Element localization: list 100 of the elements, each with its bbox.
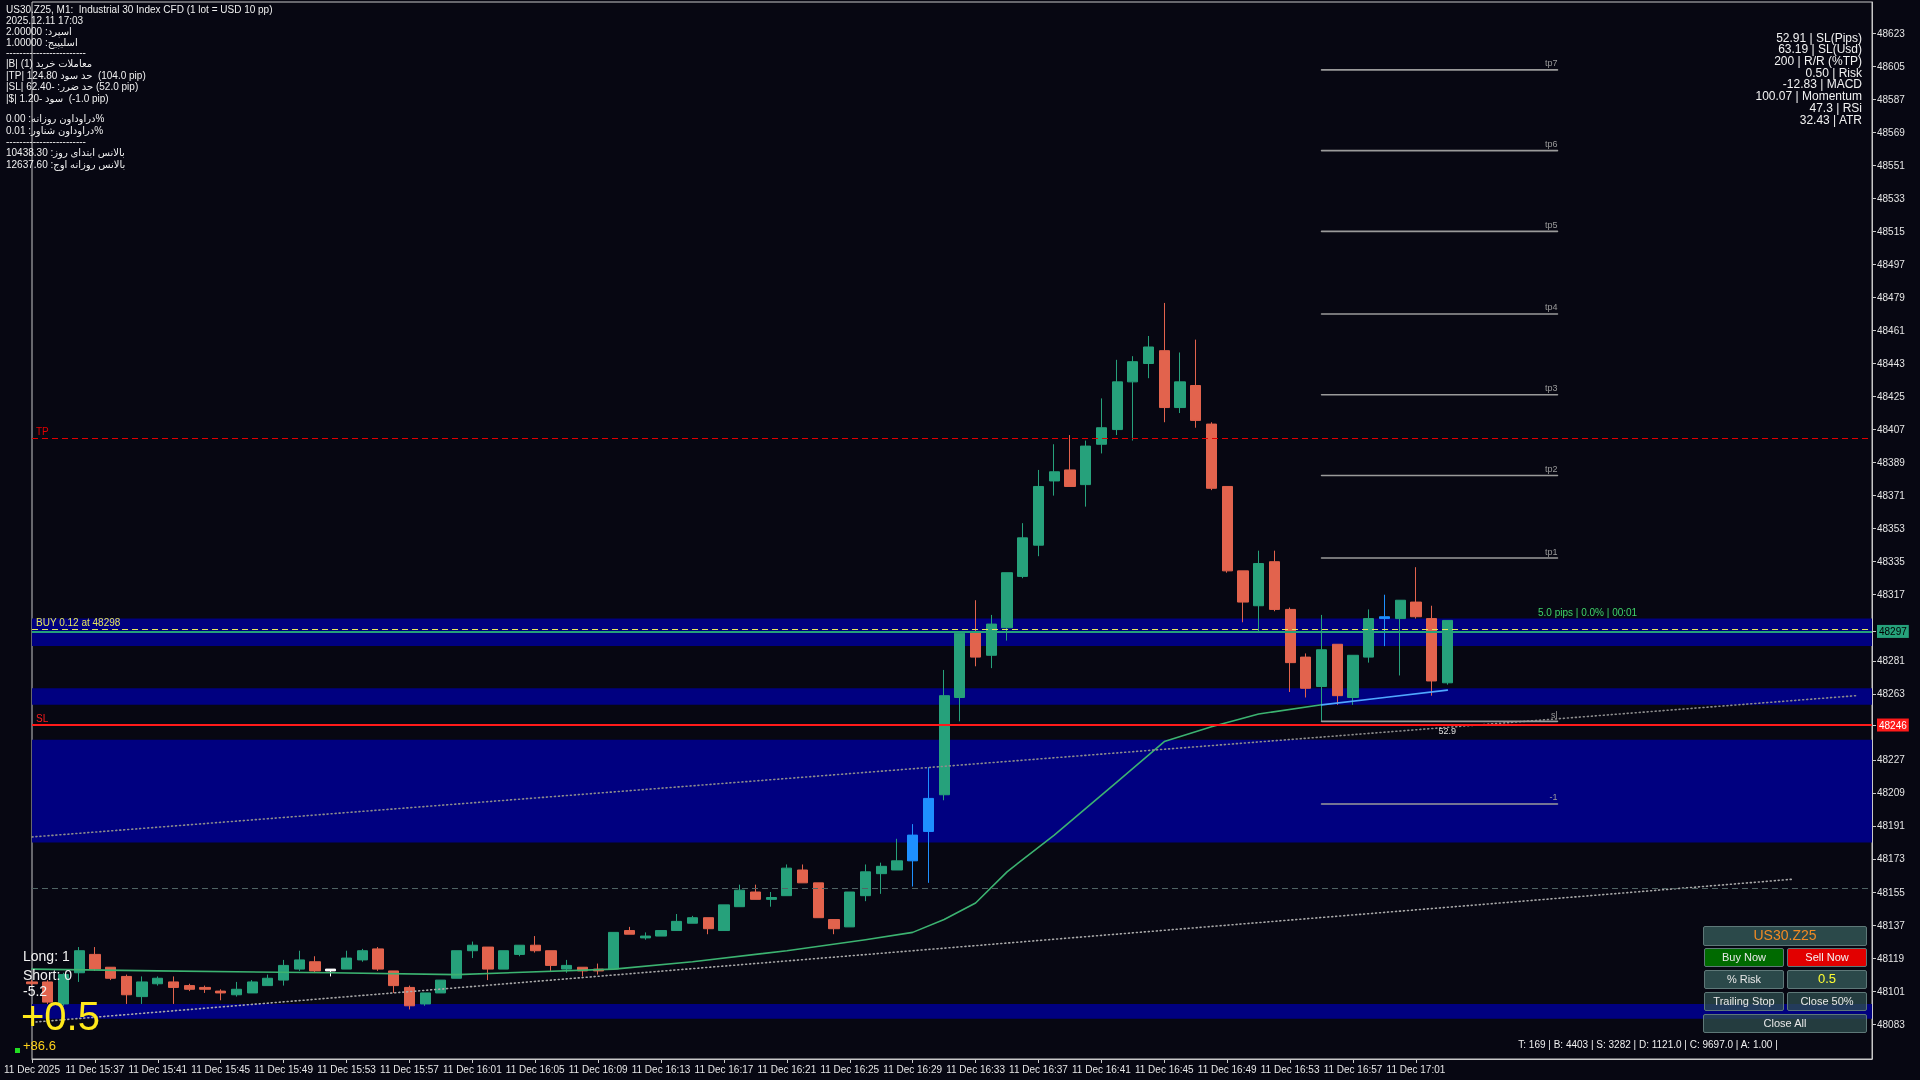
text: 2025.12.11 17:03	[6, 15, 84, 27]
x-tick-label: 11 Dec 16:49	[1197, 1063, 1258, 1075]
x-tick-label: 11 Dec 16:45	[1134, 1063, 1195, 1075]
candlestick	[121, 974, 132, 1005]
x-tick-label: 11 Dec 2025	[4, 1063, 61, 1075]
candlestick	[325, 968, 336, 977]
candlestick	[372, 946, 384, 972]
x-tick-label: 11 Dec 15:37	[65, 1063, 125, 1075]
series-label: tp1	[1544, 546, 1558, 557]
x-tick-label: 11 Dec 16:33	[946, 1063, 1006, 1075]
y-tick-label: 48227	[1877, 754, 1906, 766]
candlestick	[718, 904, 730, 932]
y-tick-label: 48605	[1877, 60, 1906, 72]
button: Buy Now	[1704, 948, 1784, 967]
candlestick	[970, 599, 981, 667]
y-tick-label: 48335	[1877, 556, 1906, 568]
candlestick	[247, 979, 258, 994]
candlestick	[498, 950, 509, 970]
series-label: sl	[1550, 709, 1558, 720]
annotation: Close All	[1763, 1017, 1807, 1030]
candlestick	[1190, 339, 1201, 429]
x-tick-label: 11 Dec 15:41	[128, 1063, 188, 1075]
annotation: 0.5	[1817, 971, 1837, 987]
candlestick	[1080, 440, 1091, 508]
candlestick	[388, 970, 399, 994]
x-tick-label: 11 Dec 15:53	[317, 1063, 377, 1075]
y-tick-label: 48443	[1877, 358, 1906, 370]
y-tick-label: 48173	[1877, 853, 1906, 865]
x-tick-label: 11 Dec 16:05	[505, 1063, 566, 1075]
x-tick-label: 11 Dec 16:01	[442, 1063, 503, 1075]
candlestick	[1269, 550, 1280, 612]
annotation: بالانس روزانه اوج: 12637.60	[6, 158, 126, 171]
candlestick	[1096, 397, 1107, 454]
candlestick	[482, 946, 494, 981]
button: % Risk	[1704, 970, 1784, 989]
candlestick	[1127, 355, 1138, 442]
y-tick-label: 48407	[1877, 424, 1906, 436]
y-tick-label: 48479	[1877, 291, 1906, 303]
button: 0.5	[1787, 970, 1867, 989]
button: Sell Now	[1787, 948, 1867, 967]
candlestick	[545, 950, 557, 972]
y-tick-label: 48246	[1879, 720, 1908, 732]
y-tick-label: 48623	[1877, 27, 1906, 39]
annotation: T: 169 | B: 4403 | S: 3282 | D: 1121.0 | C: 9697.0 | A: 1.00 |	[1518, 1039, 1778, 1051]
series-label: tp6	[1544, 139, 1558, 150]
annotation: Close 50%	[1800, 995, 1854, 1008]
candlestick	[262, 974, 273, 987]
button: US30.Z25	[1703, 926, 1867, 946]
ref-line-label: TP	[36, 426, 50, 438]
y-tick-label: 48297	[1879, 626, 1908, 638]
x-tick-label: 11 Dec 16:09	[568, 1063, 628, 1075]
x-tick-label: 11 Dec 16:13	[631, 1063, 691, 1075]
y-tick-label: 48497	[1877, 258, 1906, 270]
button: Trailing Stop	[1704, 992, 1784, 1011]
candlestick	[939, 669, 950, 801]
annotation: %دراوداون روزانه: 0.00	[6, 113, 105, 126]
y-tick-label: 48389	[1877, 457, 1906, 469]
series-label: tp2	[1544, 463, 1558, 474]
button: Close 50%	[1787, 992, 1867, 1011]
candlestick	[891, 838, 903, 871]
y-tick-label: 48263	[1877, 688, 1906, 700]
annotation: |TP| حد سود 124.80 (104.0 pip)	[6, 70, 146, 82]
candlestick	[231, 981, 242, 998]
series-label: tp5	[1544, 219, 1558, 230]
candlestick	[1410, 566, 1422, 620]
candlestick	[1049, 443, 1060, 497]
y-tick-label: 48101	[1877, 985, 1906, 997]
candlestick	[813, 882, 824, 919]
candlestick	[1237, 570, 1249, 623]
candlestick	[451, 950, 462, 979]
annotation: US30.Z25	[1753, 927, 1817, 944]
candlestick	[860, 863, 871, 902]
candlestick	[168, 975, 179, 1005]
annotation: Trailing Stop	[1713, 995, 1775, 1008]
y-tick-label: 48371	[1877, 490, 1906, 502]
y-tick-label: 48461	[1877, 324, 1906, 336]
y-tick-label: 48587	[1877, 93, 1906, 105]
candlestick	[341, 950, 352, 970]
candlestick	[89, 946, 101, 972]
button: Close All	[1703, 1014, 1867, 1033]
series-label: tp3	[1544, 383, 1558, 394]
y-tick-label: 48569	[1877, 126, 1906, 138]
annotation: Sell Now	[1805, 951, 1849, 964]
x-tick-label: 11 Dec 16:37	[1009, 1063, 1069, 1075]
annotation: بالانس ابتدای روز: 10438.30	[6, 147, 125, 159]
candlestick	[420, 992, 431, 1007]
ref-line-label: BUY 0.12 at 48298	[36, 617, 121, 629]
candlestick	[655, 930, 667, 937]
candlestick	[184, 983, 195, 992]
candlestick	[294, 950, 305, 972]
annotation: |SL| حد ضرر: -62.40 (52.0 pip)	[6, 81, 139, 93]
x-tick-label: 11 Dec 16:53	[1260, 1063, 1320, 1075]
candlestick	[1347, 654, 1359, 706]
candlestick	[828, 919, 840, 935]
x-tick-label: 11 Dec 16:21	[757, 1063, 817, 1075]
candlestick	[1206, 421, 1217, 491]
candlestick	[797, 863, 808, 884]
candlestick	[844, 891, 855, 928]
ref-line-label: SL	[36, 712, 49, 724]
candlestick	[152, 975, 163, 987]
